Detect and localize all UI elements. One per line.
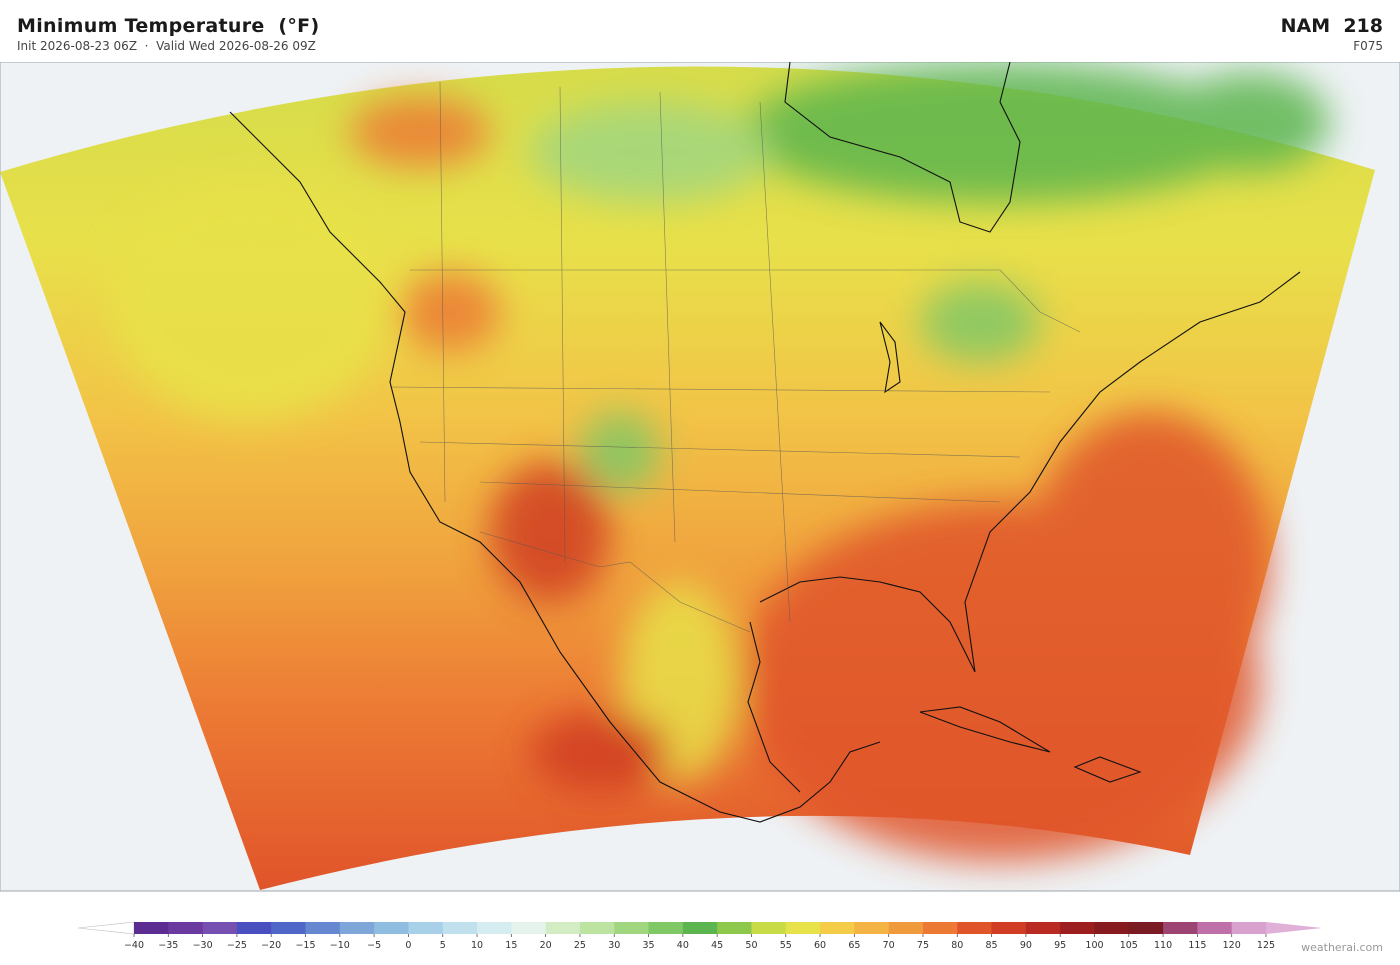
colorbar-swatch <box>134 922 169 934</box>
colorbar: weatherai.com −40 −35 −30 −25 −20 −15 −10 −5 0 5 1… <box>77 921 1383 954</box>
colorbar-tick-label: 65 <box>848 940 860 951</box>
colorbar-tick-label: −10 <box>330 940 350 951</box>
colorbar-tick-label: 40 <box>677 940 689 951</box>
colorbar-tick-label: 75 <box>917 940 929 951</box>
colorbar-under <box>77 921 135 935</box>
colorbar-swatch <box>648 922 684 934</box>
map <box>0 62 1400 892</box>
colorbar-tick-label: 20 <box>540 940 552 951</box>
forecast-hour: F075 <box>1353 39 1383 53</box>
colorbar-swatch <box>236 922 272 934</box>
model-name: NAM 218 <box>1280 15 1383 37</box>
colorbar-swatch <box>1163 922 1198 934</box>
colorbar-tick-label: −40 <box>124 940 144 951</box>
colorbar-swatch <box>1094 922 1130 934</box>
colorbar-swatch <box>751 922 787 934</box>
colorbar-tick-label: 10 <box>471 940 483 951</box>
colorbar-swatch <box>820 922 855 934</box>
colorbar-swatch <box>339 922 375 934</box>
colorbar-tick-label: 60 <box>814 940 826 951</box>
colorbar-tick-label: 30 <box>608 940 620 951</box>
colorbar-tick-label: −35 <box>158 940 178 951</box>
colorbar-swatch <box>168 922 204 934</box>
colorbar-tick-label: 35 <box>642 940 654 951</box>
colorbar-swatch <box>202 922 238 934</box>
colorbar-tick-label: −30 <box>193 940 213 951</box>
colorbar-swatch <box>991 922 1027 934</box>
colorbar-swatch <box>957 922 993 934</box>
colorbar-tick-label: 5 <box>440 940 446 951</box>
colorbar-tick-label: 105 <box>1120 940 1138 951</box>
colorbar-swatch <box>785 922 821 934</box>
colorbar-tick-label: −15 <box>295 940 315 951</box>
colorbar-swatch <box>545 922 581 934</box>
colorbar-swatch <box>374 922 409 934</box>
colorbar-swatch <box>922 922 958 934</box>
colorbar-tick-label: 55 <box>780 940 792 951</box>
subtitle: Init 2026-08-23 06Z · Valid Wed 2026-08-… <box>17 39 316 53</box>
colorbar-tick-label: 110 <box>1154 940 1172 951</box>
colorbar-tick-label: 95 <box>1054 940 1066 951</box>
colorbar-tick-label: 70 <box>883 940 895 951</box>
coastlines <box>229 62 1301 823</box>
colorbar-swatch <box>579 922 615 934</box>
colorbar-swatch <box>1025 922 1061 934</box>
colorbar-tick-label: 50 <box>745 940 757 951</box>
colorbar-tick-label: 115 <box>1188 940 1206 951</box>
colorbar-tick-label: 45 <box>711 940 723 951</box>
temperature-field <box>0 62 1375 890</box>
colorbar-tick-label: −5 <box>367 940 381 951</box>
colorbar-tick-label: −25 <box>227 940 247 951</box>
colorbar-tick-label: 90 <box>1020 940 1032 951</box>
credit: weatherai.com <box>1301 941 1383 954</box>
colorbar-over <box>1266 922 1322 934</box>
colorbar-tick-label: 100 <box>1085 940 1103 951</box>
borders <box>389 81 1081 633</box>
colorbar-tick-label: 0 <box>405 940 411 951</box>
colorbar-swatch <box>271 922 307 934</box>
colorbar-swatch <box>408 922 444 934</box>
colorbar-swatch <box>1128 922 1164 934</box>
colorbar-swatch <box>1231 922 1267 934</box>
colorbar-swatch <box>1060 922 1095 934</box>
colorbar-swatch <box>442 922 478 934</box>
colorbar-swatch <box>854 922 890 934</box>
colorbar-swatch <box>477 922 512 934</box>
colorbar-tick-label: 80 <box>951 940 963 951</box>
colorbar-tick-label: 85 <box>986 940 998 951</box>
colorbar-swatch <box>682 922 718 934</box>
colorbar-tick-label: 15 <box>505 940 517 951</box>
colorbar-swatch <box>305 922 341 934</box>
colorbar-swatch <box>511 922 547 934</box>
colorbar-swatch <box>888 922 924 934</box>
colorbar-tick-label: −20 <box>261 940 281 951</box>
colorbar-tick-label: 25 <box>574 940 586 951</box>
title: Minimum Temperature (°F) <box>17 15 320 37</box>
colorbar-tick-label: 125 <box>1257 940 1275 951</box>
colorbar-swatch <box>614 922 650 934</box>
colorbar-swatch <box>1197 922 1233 934</box>
colorbar-swatch <box>717 922 752 934</box>
colorbar-tick-label: 120 <box>1223 940 1241 951</box>
